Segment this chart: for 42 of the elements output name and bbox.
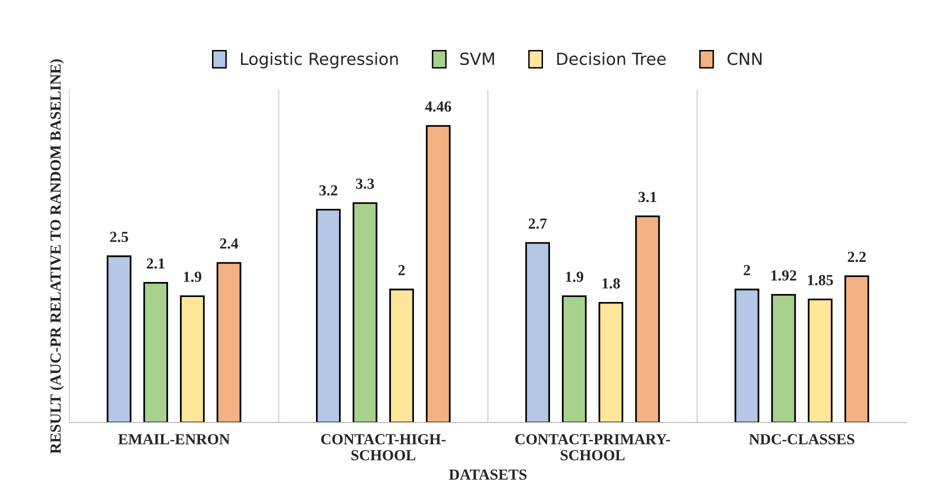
- data-label: 1.9: [184, 272, 202, 282]
- data-label: 4.46: [425, 101, 452, 112]
- data-label: 2.7: [528, 218, 547, 229]
- data-label: 2: [398, 265, 405, 276]
- data-label: 2.5: [110, 232, 128, 242]
- bar: [426, 125, 451, 422]
- data-label: 2.1: [146, 258, 164, 269]
- data-label: 2: [744, 265, 750, 276]
- bar: [525, 242, 550, 422]
- y-axis-title: RESULT (AUC-PR RELATIVE TO RANDOM BASELINE): [50, 59, 64, 454]
- data-label: 1.85: [808, 274, 833, 286]
- bar: [771, 294, 796, 422]
- bar: [389, 288, 414, 422]
- bar: [216, 262, 242, 422]
- bar: [316, 208, 341, 422]
- data-label: 1.9: [566, 272, 584, 282]
- x-tick-label: NDC-CLASSES: [749, 434, 854, 444]
- x-tick-label: EMAIL-ENRON: [118, 434, 230, 444]
- legend-label: SVM: [460, 52, 494, 66]
- bar: [844, 275, 870, 422]
- data-label: 2.4: [220, 238, 238, 249]
- data-label: 3.1: [638, 192, 656, 202]
- legend-label: CNN: [728, 52, 762, 66]
- data-label: 1.8: [602, 278, 620, 289]
- bar: [180, 295, 205, 422]
- bar: [106, 255, 132, 422]
- bar: [734, 288, 760, 422]
- bar: [143, 282, 168, 422]
- x-tick-label: CONTACT-PRIMARY-SCHOOL: [515, 434, 670, 460]
- legend-label: Logistic Regression: [241, 52, 398, 68]
- bar: [598, 302, 624, 422]
- x-axis-title: DATASETS: [449, 469, 526, 480]
- legend-label: Decision Tree: [557, 52, 666, 66]
- data-label: 2.2: [848, 252, 866, 262]
- bar: [635, 216, 660, 422]
- data-label: 1.92: [771, 270, 796, 281]
- x-tick-label: CONTACT-HIGH-SCHOOL: [321, 434, 446, 460]
- data-label: 3.3: [356, 178, 374, 189]
- bar: [808, 298, 833, 422]
- data-label: 3.2: [319, 185, 338, 196]
- bar: [562, 295, 587, 422]
- bar: [352, 202, 378, 422]
